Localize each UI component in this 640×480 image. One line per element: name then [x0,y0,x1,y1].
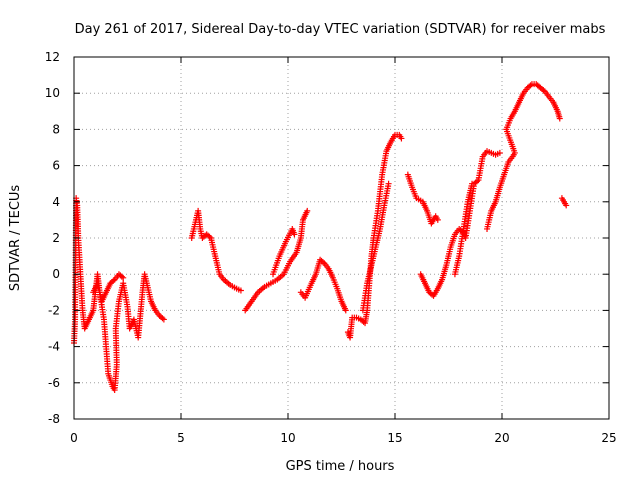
data-point [120,274,127,281]
data-points [71,81,570,394]
y-tick-labels: -8 -6 -4 -2 0 2 4 6 8 10 12 [45,50,60,426]
data-point [291,231,298,238]
chart-title: Day 261 of 2017, Sidereal Day-to-day VTE… [75,22,606,37]
data-point [434,216,441,223]
y-tick-label: 2 [52,231,60,245]
y-tick-label: -8 [48,412,60,426]
data-point [469,180,476,187]
y-tick-label: 10 [45,86,60,100]
y-tick-label: 4 [52,195,60,209]
x-axis-label: GPS time / hours [286,459,395,474]
x-tick-label: 0 [70,431,78,445]
y-tick-label: -2 [48,303,60,317]
data-point [398,135,405,142]
data-point [342,307,349,314]
x-tick-labels: 0 5 10 15 20 25 [70,431,616,445]
axis-ticks [73,56,610,420]
y-tick-label: 6 [52,159,60,173]
x-tick-label: 20 [494,431,509,445]
y-tick-label: 12 [45,50,60,64]
x-tick-label: 25 [601,431,616,445]
data-point [385,180,392,187]
y-axis-label: SDTVAR / TECUs [8,185,23,292]
x-tick-label: 15 [387,431,402,445]
data-point [304,207,311,214]
data-point [563,202,570,209]
data-point [556,115,563,122]
y-tick-label: -6 [48,376,60,390]
data-point [237,287,244,294]
data-point [496,149,503,156]
data-point [160,316,167,323]
y-tick-label: 0 [52,267,60,281]
y-tick-label: 8 [52,122,60,136]
x-tick-label: 10 [280,431,295,445]
y-tick-label: -4 [48,340,60,354]
x-tick-label: 5 [177,431,185,445]
